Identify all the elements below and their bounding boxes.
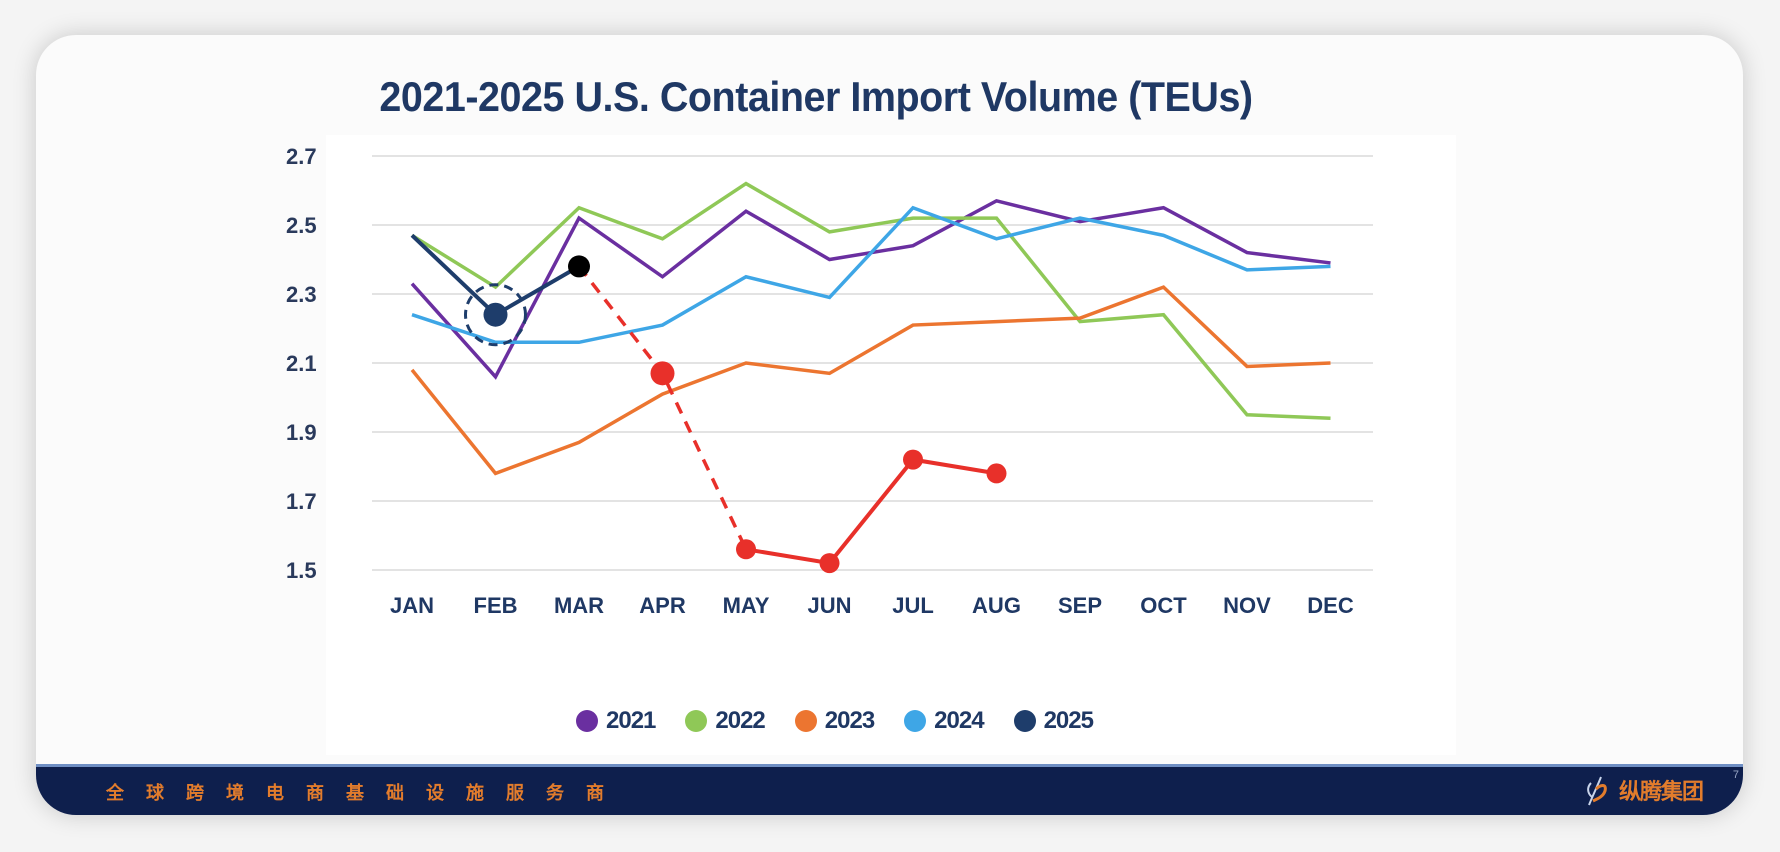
slogan-char: 电 [266, 783, 284, 803]
x-tick-label: JAN [390, 593, 434, 618]
slogan-char: 基 [346, 783, 364, 803]
x-tick-label: NOV [1223, 593, 1271, 618]
slogan-char: 服 [506, 783, 524, 803]
leaf-logo-icon [1587, 776, 1607, 806]
line-chart: 2.7 2.5 2.3 2.1 1.9 1.7 1.5 JAN FEB MAR APR MAY JUN J… [286, 144, 1373, 618]
chart-title: 2021-2025 U.S. Container Import Volume (… [379, 73, 1253, 120]
slogan-char: 商 [586, 783, 604, 803]
company-logo: 纵腾集团 [1583, 773, 1704, 807]
x-tick-label: JUN [807, 593, 851, 618]
y-tick-label: 2.1 [286, 351, 317, 376]
y-tick-label: 2.3 [286, 282, 317, 307]
series-line-2023 [410, 285, 1331, 476]
slogan-char: 全 [106, 783, 124, 803]
x-tick-label: MAR [554, 593, 604, 618]
chart-area [326, 135, 1456, 755]
slogan-char: 球 [146, 783, 164, 803]
highlight-circle [464, 283, 527, 347]
legend-marker-icon [685, 710, 708, 732]
legend-label: 2022 [715, 707, 765, 734]
x-tick-label: SEP [1058, 593, 1102, 618]
chart-legend: 2021 2022 2023 2024 2025 [576, 707, 1123, 735]
legend-item-2023: 2023 [794, 707, 875, 735]
legend-item-2025: 2025 [1013, 707, 1094, 735]
series-line-2024 [411, 205, 1331, 345]
slogan-char: 务 [546, 783, 564, 803]
legend-item-2021: 2021 [576, 707, 656, 735]
legend-marker-icon [1013, 710, 1036, 732]
slogan-char: 境 [226, 783, 244, 803]
legend-item-2022: 2022 [685, 707, 766, 735]
footer-slogan: 全球跨境电商基础设施服务商 [106, 779, 626, 805]
x-tick-label: JUL [892, 593, 934, 618]
legend-marker-icon [904, 710, 927, 732]
page-number: 7 [1732, 769, 1739, 781]
x-tick-label: AUG [972, 593, 1021, 618]
logo-text: 纵腾集团 [1618, 779, 1704, 804]
forecast-point-jun [819, 553, 840, 574]
x-tick-label: APR [639, 593, 686, 618]
y-tick-label: 2.5 [286, 213, 317, 238]
legend-item-2024: 2024 [904, 707, 985, 735]
y-tick-label: 1.7 [286, 489, 317, 514]
legend-label: 2023 [824, 707, 875, 734]
forecast-dashed-line [577, 265, 748, 551]
legend-label: 2021 [606, 707, 656, 734]
legend-label: 2025 [1043, 707, 1094, 734]
x-tick-label: FEB [474, 593, 518, 618]
x-tick-label: DEC [1307, 593, 1354, 618]
data-point-2025-mar [568, 255, 590, 278]
footer-bar: 全 球 跨 境 电 商 基 础 设 施 服 务 商 纵腾集团 7 [36, 764, 1743, 815]
slide-card: 2021-2025 U.S. Container Import Volume (… [36, 35, 1743, 815]
forecast-point-may [736, 539, 756, 560]
legend-label: 2024 [934, 707, 984, 734]
series-line-2022 [411, 181, 1331, 420]
x-tick-label: MAY [723, 593, 770, 618]
slogan-char: 施 [466, 783, 484, 803]
y-tick-label: 2.7 [286, 144, 317, 169]
data-point-2025-feb [483, 302, 508, 327]
forecast-point-apr [650, 361, 675, 386]
forecast-solid-line [745, 457, 997, 566]
slogan-char: 商 [306, 783, 324, 803]
slogan-char: 跨 [186, 783, 204, 803]
y-tick-label: 1.9 [286, 420, 317, 445]
forecast-point-aug [986, 463, 1007, 484]
legend-marker-icon [576, 710, 598, 732]
y-tick-label: 1.5 [286, 558, 317, 583]
x-tick-label: OCT [1140, 593, 1187, 618]
forecast-point-jul [903, 449, 923, 470]
slogan-char: 设 [426, 783, 444, 803]
slogan-char: 础 [386, 783, 404, 803]
legend-marker-icon [794, 710, 817, 732]
